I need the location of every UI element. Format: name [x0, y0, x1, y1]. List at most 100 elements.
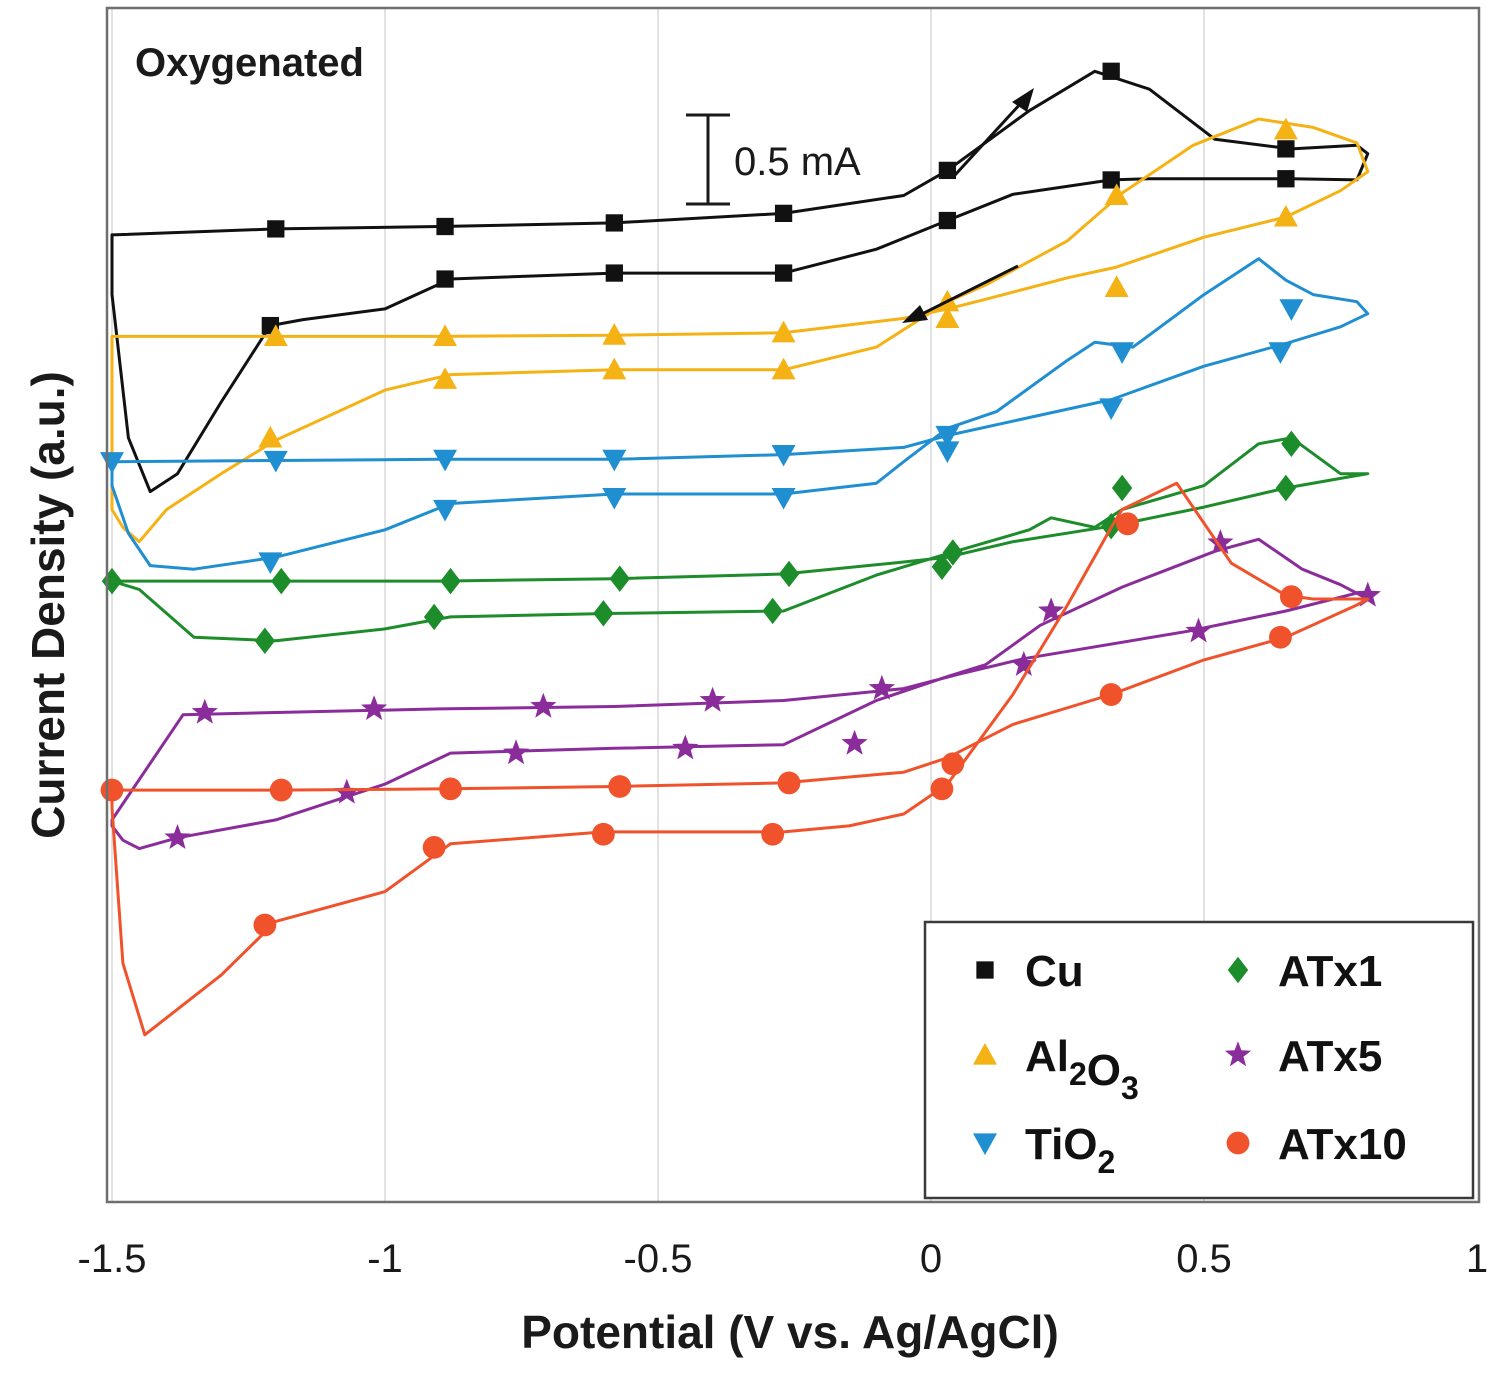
data-point-atx5	[1038, 597, 1065, 623]
data-point-cu	[1277, 170, 1295, 188]
data-point-tio2	[263, 450, 288, 473]
series-line-cu	[110, 69, 1370, 494]
data-point-atx1	[254, 627, 276, 655]
data-point-cu	[1102, 62, 1120, 80]
data-point-atx1	[271, 567, 292, 595]
data-point-tio2	[935, 441, 960, 463]
forward-scan-arrowhead	[1012, 88, 1034, 112]
legend-marker-atx1	[1227, 956, 1249, 984]
legend-marker-tio2	[973, 1133, 997, 1155]
data-point-atx1	[1281, 430, 1302, 458]
series-atx1	[101, 430, 1370, 655]
series-line-atx5	[110, 537, 1370, 851]
x-tick-label: 1	[1466, 1237, 1488, 1281]
data-point-atx10	[253, 913, 277, 937]
data-point-atx10	[1099, 683, 1123, 706]
data-point-atx5	[361, 695, 388, 720]
data-point-al2o3	[1273, 204, 1298, 227]
legend-marker-cu	[976, 961, 994, 979]
series-line-atx10	[110, 481, 1370, 1037]
data-point-atx1	[101, 567, 123, 595]
data-point-atx5	[191, 698, 218, 724]
data-point-atx5	[1010, 650, 1037, 676]
legend-label-cu: Cu	[1025, 947, 1084, 996]
x-tick-label: 0.5	[1176, 1237, 1232, 1281]
series-cu	[110, 62, 1370, 494]
data-point-tio2	[1268, 342, 1293, 364]
data-point-al2o3	[602, 323, 627, 345]
data-point-tio2	[602, 487, 627, 510]
legend-label-part: O	[1087, 1046, 1121, 1095]
data-point-al2o3	[1104, 275, 1129, 297]
data-point-atx5	[672, 734, 699, 760]
data-point-atx5	[1185, 617, 1212, 643]
data-point-atx5	[530, 692, 557, 718]
data-point-atx5	[868, 674, 895, 700]
data-point-al2o3	[1104, 183, 1129, 206]
series-al2o3	[110, 117, 1370, 544]
data-point-tio2	[935, 425, 960, 448]
data-point-atx10	[1116, 512, 1139, 536]
data-point-atx10	[761, 822, 785, 846]
legend-item-cu: Cu	[976, 947, 1084, 996]
data-point-atx10	[941, 752, 965, 776]
data-point-al2o3	[263, 324, 288, 346]
data-point-cu	[436, 217, 454, 236]
legend-marker-atx10	[1226, 1131, 1250, 1155]
y-axis-label: Current Density (a.u.)	[22, 371, 74, 839]
legend-label-part: TiO	[1025, 1120, 1098, 1169]
data-point-atx5	[1207, 529, 1234, 555]
legend-item-tio2: TiO2	[973, 1120, 1115, 1180]
series-atx10	[100, 481, 1370, 1037]
legend-box	[923, 920, 1475, 1200]
data-point-al2o3	[935, 306, 960, 329]
legend-item-atx5: ATx5	[1224, 1032, 1382, 1081]
x-tick-label: -0.5	[624, 1237, 693, 1281]
data-point-tio2	[1099, 398, 1124, 420]
data-point-atx5	[699, 686, 726, 712]
reverse-scan-arrow	[917, 264, 1019, 318]
legend-marker-atx5	[1224, 1041, 1252, 1067]
data-point-cu	[774, 264, 793, 282]
legend-label-subscript: 2	[1069, 1056, 1087, 1092]
panel-title: Oxygenated	[135, 41, 364, 85]
data-point-atx1	[778, 560, 800, 588]
data-point-atx1	[423, 603, 445, 631]
x-tick-label: -1.5	[78, 1237, 147, 1281]
legend-label-part: Al	[1025, 1032, 1069, 1081]
data-point-al2o3	[602, 357, 627, 380]
data-point-al2o3	[433, 324, 458, 346]
data-point-cu	[267, 220, 285, 238]
data-point-atx1	[942, 539, 964, 566]
data-point-tio2	[258, 552, 283, 575]
data-point-cu	[1102, 171, 1120, 189]
legend-item-atx1: ATx1	[1227, 947, 1382, 996]
data-point-atx10	[1269, 625, 1292, 649]
data-point-atx5	[841, 729, 868, 755]
data-point-atx1	[1275, 474, 1297, 502]
data-point-atx10	[100, 778, 124, 802]
x-tick-label: 0	[920, 1237, 942, 1281]
data-point-cu	[605, 214, 623, 232]
data-point-atx1	[762, 597, 783, 625]
data-point-atx5	[333, 778, 360, 804]
data-point-tio2	[433, 449, 458, 472]
data-point-atx5	[502, 739, 530, 765]
legend-item-atx10: ATx10	[1226, 1120, 1407, 1169]
data-point-atx1	[609, 565, 630, 592]
legend-label-subscript: 2	[1098, 1144, 1116, 1180]
data-point-atx5	[164, 824, 191, 849]
legend-label-atx1: ATx1	[1278, 947, 1382, 996]
series-atx5	[110, 529, 1381, 851]
x-axis-label: Potential (V vs. Ag/AgCl)	[521, 1306, 1059, 1358]
data-point-tio2	[1279, 299, 1304, 321]
data-point-al2o3	[771, 320, 796, 343]
series-layer	[100, 62, 1381, 1037]
data-point-atx1	[593, 600, 614, 627]
data-point-tio2	[433, 499, 458, 522]
legend-label-atx5: ATx5	[1278, 1032, 1382, 1081]
scale-bar-label: 0.5 mA	[734, 140, 861, 184]
scan-direction-arrows	[902, 88, 1034, 323]
x-tick-label: -1	[367, 1237, 403, 1281]
